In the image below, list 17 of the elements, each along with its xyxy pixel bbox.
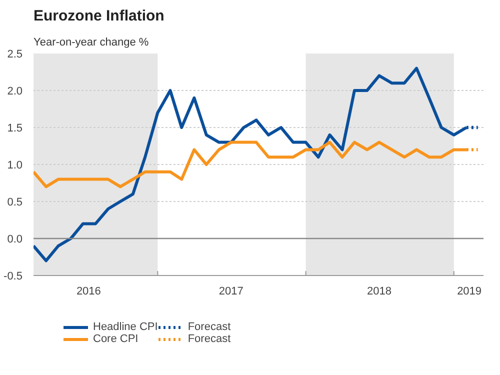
legend-label: Forecast xyxy=(188,321,231,333)
y-tick-label: 2.0 xyxy=(7,86,23,98)
legend-label: Core CPI xyxy=(93,333,138,345)
y-tick-label: 1.5 xyxy=(7,122,23,134)
y-tick-label: 0.0 xyxy=(7,234,23,246)
x-tick-label: 2019 xyxy=(457,286,482,298)
legend-label: Forecast xyxy=(188,333,231,345)
x-tick-label: 2017 xyxy=(218,286,244,298)
legend-label: Headline CPI xyxy=(93,321,158,333)
x-tick-label: 2018 xyxy=(366,286,392,298)
y-tick-label: -0.5 xyxy=(4,270,23,282)
y-tick-label: 1.0 xyxy=(7,160,23,172)
chart-subtitle: Year-on-year change % xyxy=(34,36,149,48)
y-tick-label: 0.5 xyxy=(7,196,23,208)
y-tick-label: 2.5 xyxy=(7,48,23,60)
x-tick-label: 2016 xyxy=(76,286,101,298)
chart-title: Eurozone Inflation xyxy=(34,8,164,24)
